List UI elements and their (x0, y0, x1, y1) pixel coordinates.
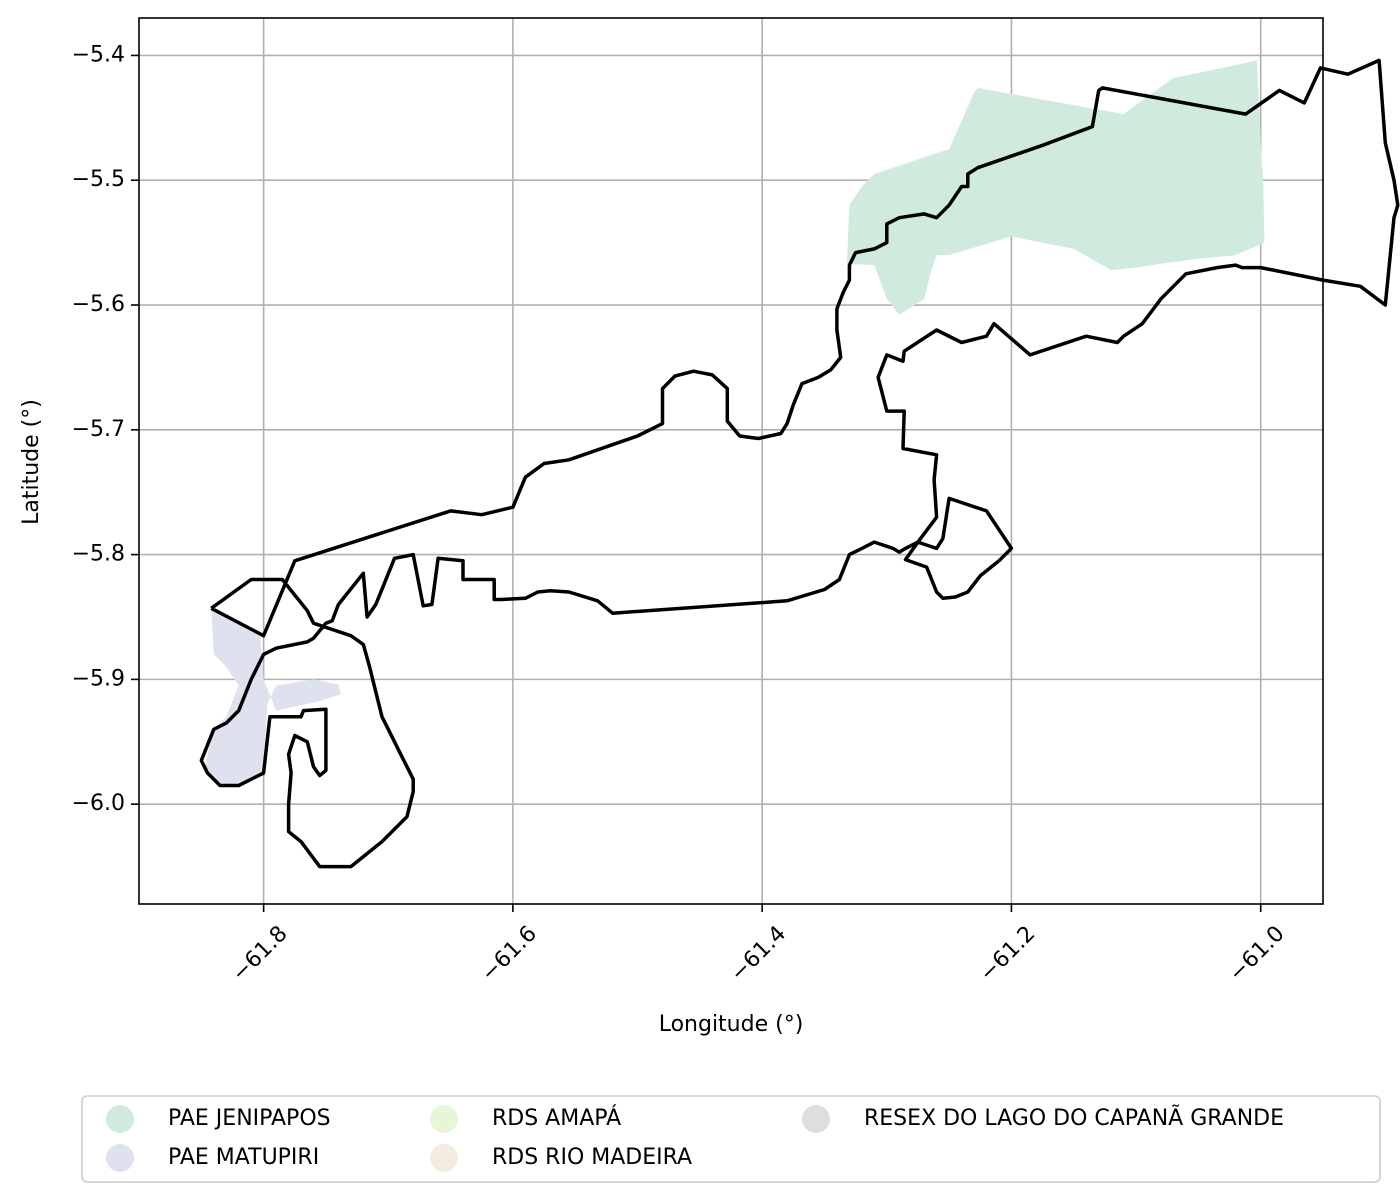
y-tick-label: −5.9 (72, 666, 125, 691)
legend-marker (430, 1144, 458, 1172)
area-pae-jenipapos (846, 60, 1265, 316)
legend-label: RDS AMAPÁ (492, 1105, 621, 1131)
gridlines (139, 18, 1323, 904)
municipality-boundary (199, 58, 1400, 869)
boundary-line (199, 58, 1400, 869)
area-pae-matupiri (205, 608, 341, 786)
y-tick-label: −5.7 (72, 417, 125, 442)
y-tick-label: −5.8 (72, 542, 125, 567)
y-tick-label: −5.4 (72, 42, 125, 67)
legend-marker (106, 1105, 134, 1133)
protected-areas (205, 60, 1265, 786)
legend: PAE JENIPAPOS PAE MATUPIRI RDS AMAPÁ RDS RI… (81, 1095, 1381, 1183)
legend-label: RESEX DO LAGO DO CAPANÃ GRANDE (864, 1104, 1284, 1131)
legend-marker (106, 1144, 134, 1172)
y-tick-label: −5.6 (72, 292, 125, 317)
legend-label: PAE JENIPAPOS (168, 1106, 331, 1131)
legend-box (81, 1095, 1381, 1183)
plot-frame (138, 17, 1324, 905)
legend-marker (430, 1105, 458, 1133)
legend-label: RDS RIO MADEIRA (492, 1145, 692, 1170)
x-axis-label: Longitude (°) (659, 1012, 804, 1037)
legend-marker (802, 1105, 830, 1133)
y-tick-label: −5.5 (72, 167, 125, 192)
legend-label: PAE MATUPIRI (168, 1145, 319, 1170)
y-axis-ticks: −5.4 −5.5 −5.6 −5.7 −5.8 −5.9 −6.0 (72, 42, 139, 816)
y-axis-label: Latitude (°) (19, 399, 44, 525)
y-tick-label: −6.0 (72, 791, 125, 816)
